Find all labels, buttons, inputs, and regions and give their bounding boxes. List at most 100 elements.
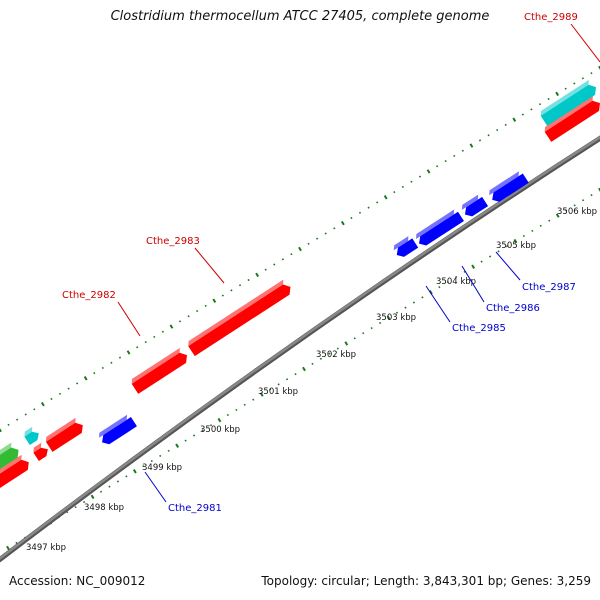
tick-mark-minor — [230, 289, 233, 292]
tick-mark-minor — [238, 284, 242, 287]
gene-top-face — [131, 347, 180, 384]
scale-label: 3502 kbp — [316, 350, 356, 360]
tick-mark-minor — [401, 185, 404, 189]
tick-mark-minor — [453, 154, 456, 158]
gene-body — [188, 284, 291, 357]
tick-mark-minor — [487, 134, 490, 137]
scale-label: 3501 kbp — [258, 387, 298, 397]
accession-text: Accession: NC_009012 — [9, 574, 146, 588]
gene-body — [102, 417, 137, 445]
tick-mark-minor — [209, 424, 213, 427]
tick-mark-minor — [521, 113, 524, 116]
tick-mark-major — [83, 376, 88, 381]
gene-label-cthe-2985: Cthe_2985 — [452, 323, 506, 334]
tick-mark-minor — [438, 286, 441, 289]
gene-top-face — [416, 209, 455, 240]
genome-backbone — [0, 135, 600, 563]
gene-rna — [540, 79, 596, 126]
tick-mark-minor — [539, 224, 542, 227]
tick-mark-minor — [184, 439, 187, 442]
tick-mark-major — [0, 428, 2, 433]
tick-mark-minor — [125, 475, 128, 478]
tick-mark-minor — [50, 397, 53, 401]
gene-top-face — [45, 417, 76, 442]
tick-mark-major — [298, 246, 302, 252]
tick-mark-minor — [395, 311, 399, 314]
tick-mark-minor — [358, 211, 362, 214]
tick-mark-minor — [522, 234, 525, 238]
tick-mark-major — [126, 350, 131, 355]
gene-label-cthe-2987: Cthe_2987 — [522, 282, 576, 293]
gene-top-face — [33, 442, 42, 453]
scale-label: 3497 kbp — [26, 543, 66, 553]
tick-mark-minor — [370, 326, 373, 330]
gene-top-face — [0, 442, 12, 462]
tick-mark-minor — [108, 485, 111, 488]
gene-label-leader — [570, 23, 600, 63]
gene-features — [0, 79, 600, 489]
tick-mark-minor — [144, 340, 147, 344]
tick-mark-minor — [201, 429, 204, 432]
gene-body — [45, 422, 83, 452]
tick-mark-minor — [204, 304, 207, 307]
tick-mark-minor — [252, 398, 255, 401]
tick-mark-minor — [565, 209, 568, 212]
scale-label: 3499 kbp — [142, 463, 182, 473]
scale-label: 3506 kbp — [557, 207, 597, 217]
tick-mark-minor — [461, 149, 464, 152]
tick-mark-major — [255, 272, 260, 278]
gene-label-leader — [461, 265, 485, 303]
tick-mark-major — [598, 187, 600, 192]
tick-mark-minor — [110, 361, 113, 364]
tick-mark-minor — [67, 387, 70, 390]
gene-cthe-2982 — [131, 347, 187, 394]
gene-forward — [45, 417, 83, 452]
tick-mark-minor — [307, 242, 310, 245]
tick-mark-minor — [505, 245, 509, 248]
tick-mark-minor — [196, 309, 199, 313]
tick-mark-major — [383, 195, 388, 200]
tick-mark-minor — [362, 332, 365, 335]
tick-mark-minor — [328, 352, 331, 355]
gene-body — [540, 84, 596, 126]
tick-mark-minor — [290, 253, 293, 256]
tick-mark-minor — [264, 268, 267, 271]
gene-cthe-2986 — [461, 194, 489, 217]
tick-mark-major — [175, 443, 180, 448]
tick-mark-minor — [167, 449, 170, 452]
tick-mark-minor — [564, 87, 567, 90]
tick-mark-major — [598, 65, 600, 70]
gene-label-leader — [144, 471, 167, 503]
gene-top-face — [24, 426, 33, 437]
map-title: Clostridium thermocellum ATCC 27405, com… — [110, 9, 490, 24]
gene-top-face — [393, 236, 409, 251]
tick-mark-major — [6, 545, 10, 551]
tick-mark-minor — [118, 356, 122, 359]
gene-forward-small — [33, 442, 48, 462]
tick-mark-minor — [444, 159, 447, 163]
tick-mark-major — [259, 392, 264, 397]
tick-mark-major — [555, 91, 560, 97]
tick-mark-minor — [590, 194, 593, 197]
gene-label-leader — [425, 285, 451, 323]
tick-mark-major — [513, 238, 518, 244]
gene-cthe-2983 — [188, 279, 291, 357]
tick-mark-major — [90, 494, 95, 500]
tick-mark-minor — [379, 321, 382, 325]
gene-body — [492, 173, 529, 202]
gene-labels: Cthe_2983 Cthe_2982 Cthe_2989 Cthe_2987 Cthe… — [62, 12, 600, 514]
tick-mark-minor — [336, 347, 339, 350]
tick-mark-minor — [153, 335, 156, 339]
gene-top-face — [0, 454, 22, 479]
gene-cthe-2987 — [489, 171, 529, 202]
tick-mark-major — [512, 117, 517, 122]
gene-cthe-2985 — [416, 209, 464, 246]
tick-mark-minor — [538, 103, 542, 106]
tick-mark-minor — [548, 219, 551, 222]
tick-mark-minor — [277, 383, 280, 386]
tick-mark-minor — [353, 337, 356, 340]
tick-mark-minor — [7, 423, 10, 426]
scale-label: 3504 kbp — [436, 277, 476, 287]
tick-mark-major — [469, 143, 474, 148]
tick-mark-minor — [410, 180, 413, 183]
